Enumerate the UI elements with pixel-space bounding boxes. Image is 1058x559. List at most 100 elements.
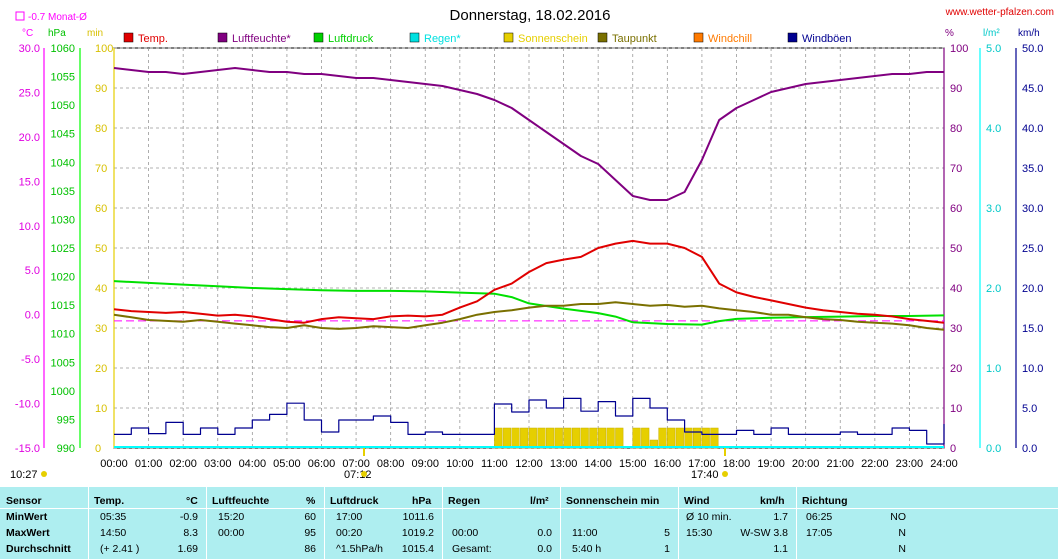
- tick-label-pressure: 1055: [51, 72, 75, 84]
- sunshine-bar: [589, 427, 598, 449]
- tick-label-sunshine: 40: [95, 283, 107, 295]
- tick-label-temp: 15.0: [19, 176, 40, 188]
- stats-rain-time: 00:00: [452, 527, 479, 539]
- tick-label-humidity: 70: [950, 163, 962, 175]
- stats-dir-val: NO: [890, 511, 906, 523]
- tick-label-time: 22:00: [861, 458, 889, 470]
- sunshine-bar: [563, 427, 572, 449]
- sunshine-bar: [546, 427, 555, 449]
- tick-label-wind: 10.0: [1022, 363, 1043, 375]
- tick-label-humidity: 20: [950, 363, 962, 375]
- sunshine-bar: [684, 427, 693, 449]
- sunshine-bar: [597, 427, 607, 449]
- stats-press-val: 1011.6: [402, 511, 434, 523]
- stats-temp-time: 05:35: [100, 511, 127, 523]
- stats-rain-val: 0.0: [537, 527, 552, 539]
- tick-label-time: 04:00: [239, 458, 267, 470]
- unit-min: min: [87, 28, 103, 39]
- tick-label-temp: 20.0: [19, 132, 40, 144]
- stats-label: MinWert: [6, 511, 48, 523]
- stats-temp-time: 14:50: [100, 527, 127, 539]
- tick-label-time: 23:00: [896, 458, 924, 470]
- site-brand: www.wetter-pfalzen.com: [945, 7, 1054, 18]
- legend-swatch: [409, 32, 420, 43]
- legend-swatch: [503, 32, 514, 43]
- tick-label-time: 21:00: [826, 458, 854, 470]
- header-rain: Regen: [448, 495, 481, 507]
- tick-label-time: 16:00: [654, 458, 682, 470]
- col-divider: [678, 487, 679, 559]
- header-temp: Temp.: [94, 495, 125, 507]
- sunshine-bar: [554, 427, 563, 449]
- stats-temp-val: 1.69: [177, 543, 198, 555]
- tick-label-wind: 25.0: [1022, 243, 1043, 255]
- tick-label-pressure: 1010: [51, 329, 75, 341]
- stats-sun-time: 5:40 h: [572, 543, 602, 555]
- series-line-luftfeuchte: [113, 67, 944, 201]
- tick-label-temp: -15.0: [15, 443, 40, 455]
- tick-label-time: 05:00: [273, 458, 301, 470]
- stats-wind-time: Ø 10 min.: [686, 511, 732, 523]
- stats-press-time: 17:00: [336, 511, 363, 523]
- tick-label-wind: 5.0: [1022, 403, 1037, 415]
- sunshine-bar: [693, 427, 702, 449]
- tick-label-humidity: 0: [950, 443, 956, 455]
- tick-label-humidity: 80: [950, 123, 962, 135]
- unit-kmh: km/h: [1018, 28, 1040, 39]
- series-line-temp: [113, 239, 945, 324]
- unit-percent: %: [945, 28, 954, 39]
- tick-label-humidity: 100: [950, 43, 968, 55]
- tick-label-time: 10:00: [446, 458, 474, 470]
- legend-label: Windchill: [708, 33, 752, 45]
- stats-temp-val: -0.9: [179, 511, 198, 523]
- tick-label-time: 14:00: [584, 458, 612, 470]
- stats-temp-time: (+ 2.41 ): [100, 543, 140, 555]
- tick-label-pressure: 1025: [51, 243, 75, 255]
- legend-label: Luftfeuchte*: [232, 33, 291, 45]
- tick-label-time: 06:00: [308, 458, 336, 470]
- tick-label-time: 12:00: [515, 458, 543, 470]
- tick-label-time: 11:00: [481, 458, 508, 470]
- stats-hum-time: 00:00: [218, 527, 245, 539]
- series-line-windboeen: [114, 397, 945, 445]
- tick-label-temp: 30.0: [19, 43, 40, 55]
- legend-swatch: [123, 32, 134, 43]
- tick-label-pressure: 1000: [51, 386, 75, 398]
- tick-label-humidity: 90: [950, 83, 962, 95]
- tick-label-pressure: 1005: [51, 357, 75, 369]
- stats-dir-time: 17:05: [806, 527, 833, 539]
- tick-label-time: 13:00: [550, 458, 578, 470]
- tick-label-time: 18:00: [723, 458, 751, 470]
- stats-dir-time: 06:25: [806, 511, 833, 523]
- tick-label-pressure: 1015: [51, 300, 75, 312]
- tick-label-pressure: 1030: [51, 214, 75, 226]
- stats-dir-val: N: [898, 543, 906, 555]
- tick-label-wind: 0.0: [1022, 443, 1037, 455]
- tick-label-sunshine: 50: [95, 243, 107, 255]
- tick-label-temp: 5.0: [25, 265, 40, 277]
- header-pressure-unit: hPa: [412, 495, 432, 507]
- stats-sun-val: 1: [664, 543, 670, 555]
- tick-label-wind: 20.0: [1022, 283, 1043, 295]
- tick-label-time: 02:00: [169, 458, 197, 470]
- stats-hum-val: 95: [304, 527, 316, 539]
- legend-label: Regen*: [424, 33, 461, 45]
- chart-title: Donnerstag, 18.02.2016: [450, 7, 611, 24]
- tick-label-humidity: 60: [950, 203, 962, 215]
- stats-sun-val: 5: [664, 527, 670, 539]
- sunrise-label: 07:12: [344, 469, 372, 481]
- stats-hum-val: 86: [304, 543, 316, 555]
- legend-label: Taupunkt: [612, 33, 657, 45]
- tick-label-rain: 4.0: [986, 123, 1001, 135]
- tick-label-sunshine: 90: [95, 83, 107, 95]
- stats-hum-val: 60: [304, 511, 316, 523]
- legend-label: Windböen: [802, 33, 852, 45]
- sunshine-bar: [580, 427, 589, 449]
- tick-label-time: 07:00: [342, 458, 370, 470]
- tick-label-humidity: 40: [950, 283, 962, 295]
- tick-label-time: 03:00: [204, 458, 232, 470]
- tick-label-rain: 5.0: [986, 43, 1001, 55]
- sunshine-bar: [667, 427, 676, 449]
- sunshine-bar: [502, 427, 511, 449]
- header-divider: [0, 508, 1058, 509]
